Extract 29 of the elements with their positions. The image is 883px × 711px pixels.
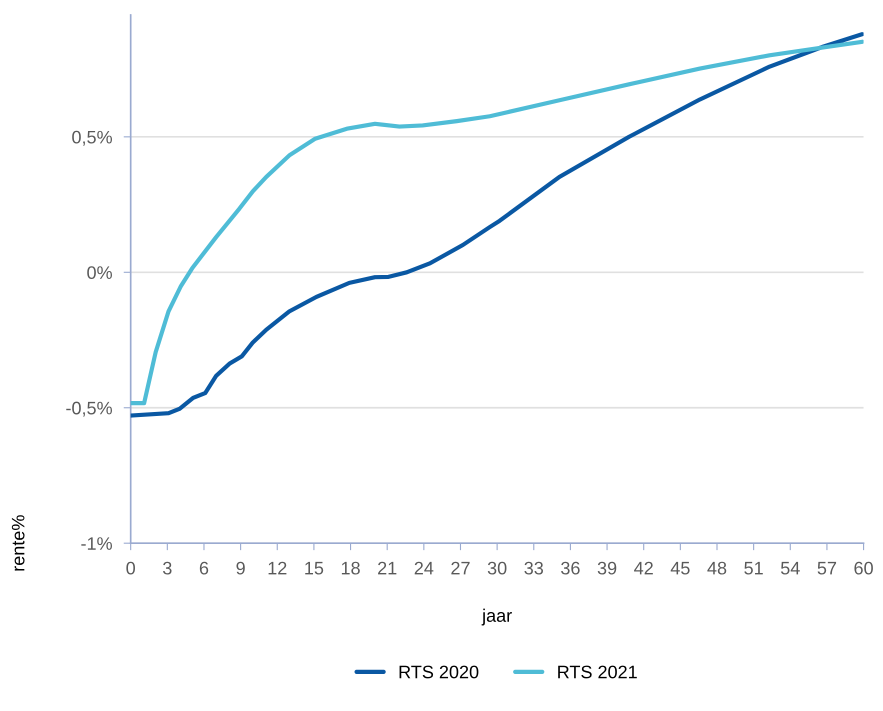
x-tick-label: 9 [236,562,245,575]
legend-label: RTS 2020 [400,666,478,678]
x-axis-title: jaar [482,608,512,626]
x-tick-label: 54 [780,562,800,575]
y-tick-label: 0,5% [72,130,112,146]
y-axis-title: rente% [12,515,25,571]
x-tick-label: 24 [414,562,434,574]
x-tick-label: 18 [342,562,360,575]
x-tick-label: 45 [670,562,690,575]
x-tick-label: 15 [305,562,324,575]
x-tick-label: 3 [162,562,172,575]
legend-label: RTS 2021 [558,666,637,678]
x-tick-label: 57 [818,562,836,575]
x-tick-label: 27 [451,562,470,574]
y-tick-label: -0,5% [66,402,112,417]
x-tick-label: 12 [268,562,286,574]
x-tick-label: 30 [488,562,506,575]
x-tick-label: 48 [707,562,726,575]
x-tick-label: 42 [634,562,653,574]
x-tick-label: 51 [744,562,763,575]
x-tick-label: 0 [126,562,135,575]
x-tick-label: 21 [378,562,396,574]
x-tick-label: 60 [854,562,873,575]
y-tick-label: 0% [87,266,112,280]
x-tick-label: 36 [561,562,580,575]
y-tick-label: -1% [81,537,112,550]
x-tick-label: 6 [200,562,208,575]
x-tick-label: 39 [598,562,616,575]
x-tick-label: 33 [524,562,544,575]
